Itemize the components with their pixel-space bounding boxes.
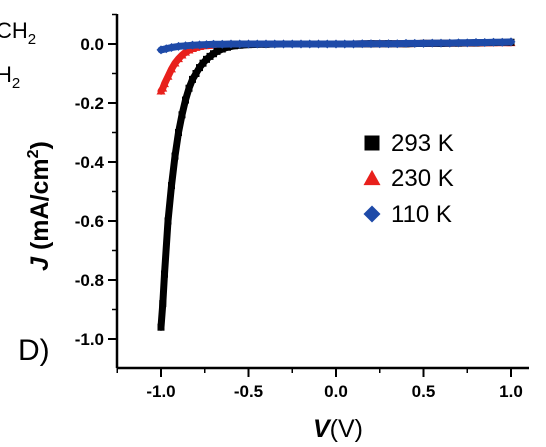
data-point — [471, 38, 481, 48]
data-point — [427, 38, 437, 48]
cropped-corner-text: CH2 H2 — [0, 18, 36, 92]
data-point — [419, 38, 428, 48]
y-tick-label: -0.6 — [75, 212, 104, 231]
data-point — [158, 83, 168, 92]
series-110-k — [156, 37, 516, 55]
data-point — [506, 37, 516, 47]
panel-label: D) — [18, 334, 50, 367]
data-point — [159, 300, 167, 308]
data-point — [305, 39, 315, 49]
data-point — [163, 72, 173, 80]
data-point — [185, 84, 193, 92]
data-point — [192, 70, 200, 77]
legend-marker-triangle — [363, 169, 381, 186]
x-tick-label: 1.0 — [499, 382, 523, 401]
legend-marker-diamond — [363, 205, 381, 223]
data-series — [156, 37, 516, 331]
data-point — [462, 38, 472, 48]
data-point — [270, 39, 280, 49]
data-point — [252, 39, 262, 49]
data-point — [314, 39, 323, 49]
y-tick-label: -1.0 — [75, 330, 104, 349]
data-point — [181, 41, 190, 51]
y-tick-label: -0.4 — [75, 153, 105, 172]
legend: 293 K 230 K 110 K — [363, 130, 454, 228]
data-point — [322, 39, 332, 49]
data-point — [384, 39, 393, 49]
data-point — [331, 39, 341, 49]
y-tick-label: 0.0 — [80, 35, 104, 54]
data-point — [174, 41, 183, 51]
data-point — [195, 40, 204, 50]
legend-label: 110 K — [391, 201, 452, 228]
data-point — [167, 43, 176, 53]
y-tick-label: -0.8 — [75, 271, 104, 290]
x-axis-title: V(V) — [313, 415, 363, 443]
data-point — [175, 129, 182, 136]
data-point — [287, 39, 297, 49]
data-point — [189, 75, 196, 83]
data-point — [357, 39, 367, 49]
y-tick-label: -0.2 — [75, 94, 104, 113]
x-ticks: -1.0 -0.5 0.0 0.5 1.0 — [116, 368, 523, 401]
data-point — [497, 37, 507, 47]
data-point — [410, 38, 420, 48]
data-point — [401, 38, 411, 48]
data-point — [366, 39, 376, 49]
data-point — [218, 45, 226, 53]
data-point — [340, 39, 350, 49]
data-point — [454, 38, 463, 48]
axes — [115, 14, 529, 370]
data-point — [209, 39, 218, 49]
data-point — [375, 39, 385, 49]
y-axis-title: J (mA/cm2) — [25, 141, 54, 271]
data-point — [182, 96, 189, 104]
x-tick-label: 0.0 — [324, 382, 348, 401]
data-point — [202, 40, 211, 50]
data-point — [480, 38, 490, 48]
y-ticks: 0.0 -0.2 -0.4 -0.6 -0.8 -1.0 — [75, 13, 117, 349]
data-point — [261, 39, 271, 49]
legend-label: 293 K — [391, 130, 454, 157]
data-point — [392, 39, 402, 49]
series-293-k — [157, 38, 515, 331]
legend-marker-square — [364, 135, 380, 151]
legend-entry: 230 K — [363, 165, 454, 192]
data-point — [160, 79, 169, 88]
x-tick-label: -0.5 — [234, 382, 263, 401]
data-point — [226, 39, 236, 49]
data-point — [235, 39, 245, 49]
data-point — [178, 111, 186, 119]
data-point — [171, 152, 179, 160]
data-point — [349, 39, 358, 49]
data-point — [157, 323, 165, 331]
data-point — [279, 39, 288, 49]
legend-entry: 293 K — [364, 130, 454, 157]
data-point — [164, 217, 172, 225]
corner-text-line1: CH2 — [0, 18, 36, 48]
data-point — [196, 64, 203, 72]
x-tick-label: -1.0 — [146, 382, 175, 401]
data-point — [188, 40, 197, 50]
x-tick-label: 0.5 — [412, 382, 436, 401]
data-point — [168, 182, 175, 190]
data-point — [213, 47, 221, 55]
data-point — [244, 39, 253, 49]
data-point — [489, 37, 498, 47]
data-point — [217, 39, 227, 49]
legend-label: 230 K — [391, 165, 454, 192]
legend-entry: 110 K — [363, 201, 452, 228]
data-point — [445, 38, 455, 48]
data-point — [170, 58, 180, 67]
data-point — [296, 39, 306, 49]
data-point — [199, 59, 207, 67]
data-point — [161, 270, 168, 278]
data-point — [436, 38, 446, 48]
data-point — [167, 64, 176, 73]
corner-text-line2: H2 — [0, 62, 20, 92]
series-line — [157, 38, 515, 331]
data-point — [181, 47, 190, 56]
